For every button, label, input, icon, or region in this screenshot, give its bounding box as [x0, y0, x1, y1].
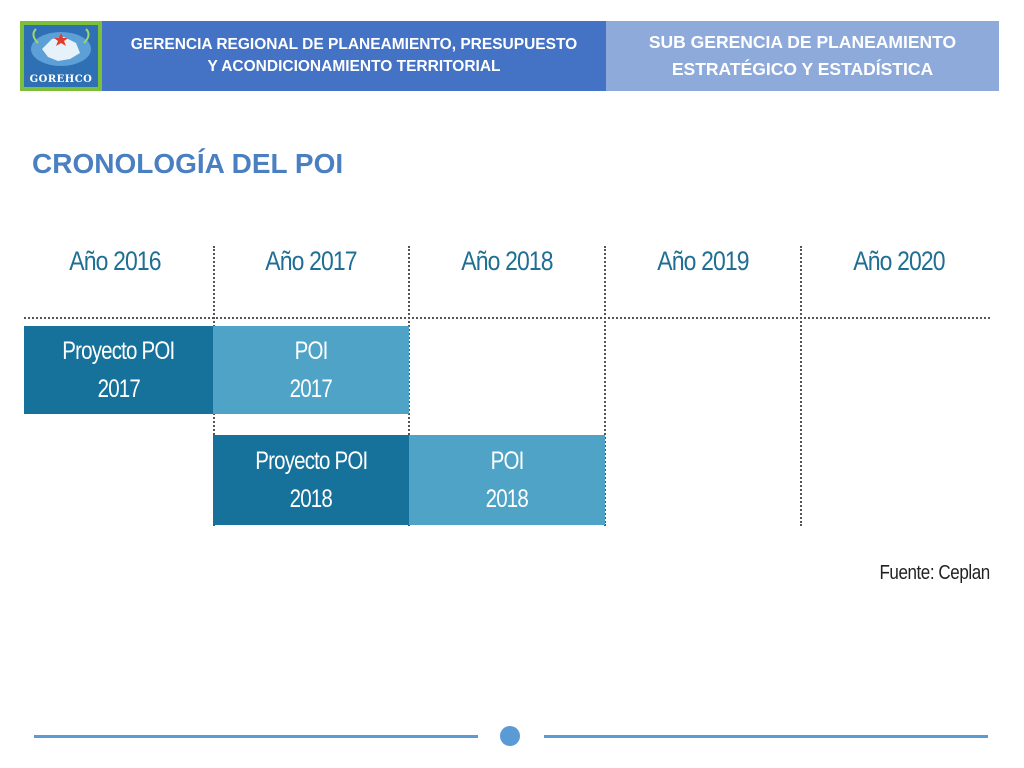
- bar-year: 2017: [289, 375, 333, 403]
- timeline-divider: [408, 246, 410, 526]
- bar-year: 2017: [97, 375, 140, 403]
- year-label-2018: Año 2018: [461, 246, 553, 276]
- bar-label: POI: [490, 447, 525, 475]
- timeline-bar-poi-2018: POI 2018: [409, 435, 605, 525]
- source-note: Fuente: Ceplan: [879, 562, 991, 584]
- logo-text: GOREHCO: [29, 74, 93, 85]
- timeline-divider: [604, 246, 606, 526]
- gorehco-logo: GOREHCO: [20, 21, 102, 91]
- bar-label: Proyecto POI: [254, 447, 368, 475]
- header-left-line1: GERENCIA REGIONAL DE PLANEAMIENTO, PRESU…: [130, 36, 578, 53]
- timeline-bar-poi-2017: POI 2017: [213, 326, 409, 414]
- timeline-bar-proyecto-poi-2017: Proyecto POI 2017: [24, 326, 213, 414]
- footer-line-left: [34, 735, 478, 738]
- timeline-divider: [800, 246, 802, 526]
- region-map-icon: [31, 28, 91, 66]
- bar-year: 2018: [485, 485, 529, 513]
- year-label-2020: Año 2020: [853, 246, 945, 276]
- header-sub-gerencia: SUB GERENCIA DE PLANEAMIENTO ESTRATÉGICO…: [606, 21, 999, 91]
- header-right-line2: ESTRATÉGICO Y ESTADÍSTICA: [671, 59, 934, 79]
- header-gerencia-regional: GERENCIA REGIONAL DE PLANEAMIENTO, PRESU…: [102, 21, 606, 91]
- year-label-2016: Año 2016: [69, 246, 161, 276]
- year-label-2019: Año 2019: [657, 246, 749, 276]
- bar-label: Proyecto POI: [62, 337, 175, 365]
- footer-line-right: [544, 735, 988, 738]
- timeline-bar-proyecto-poi-2018: Proyecto POI 2018: [213, 435, 409, 525]
- bar-label: POI: [294, 337, 329, 365]
- header-left-line2: Y ACONDICIONAMIENTO TERRITORIAL: [207, 58, 501, 75]
- footer-dot: [500, 726, 520, 746]
- bar-year: 2018: [289, 485, 333, 513]
- timeline-baseline: [24, 317, 990, 319]
- header-right-line1: SUB GERENCIA DE PLANEAMIENTO: [648, 32, 957, 52]
- year-label-2017: Año 2017: [265, 246, 357, 276]
- page-title: CRONOLOGÍA DEL POI: [32, 148, 344, 179]
